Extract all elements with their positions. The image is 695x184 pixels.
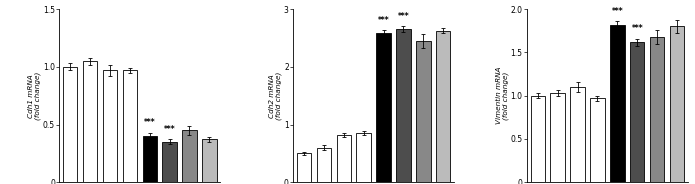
Bar [83, 61, 97, 182]
Bar [610, 25, 625, 182]
Bar [550, 93, 565, 182]
Bar [336, 135, 351, 182]
Bar [142, 136, 157, 182]
Bar [590, 98, 605, 182]
Bar [297, 153, 311, 182]
Bar [571, 87, 584, 182]
Y-axis label: Vimentin mRNA
(fold change): Vimentin mRNA (fold change) [496, 67, 509, 124]
Bar [317, 148, 331, 182]
Bar [63, 67, 77, 182]
Bar [530, 96, 545, 182]
Text: ***: *** [398, 12, 409, 21]
Y-axis label: Cdh1 mRNA
(fold change): Cdh1 mRNA (fold change) [28, 72, 42, 120]
Y-axis label: Cdh2 mRNA
(fold change): Cdh2 mRNA (fold change) [269, 72, 282, 120]
Bar [163, 142, 177, 182]
Text: ***: *** [377, 16, 389, 25]
Bar [357, 133, 370, 182]
Bar [202, 139, 217, 182]
Bar [182, 130, 197, 182]
Text: ***: *** [612, 7, 623, 16]
Bar [650, 37, 664, 182]
Bar [670, 26, 685, 182]
Text: ***: *** [632, 24, 643, 33]
Text: ***: *** [144, 118, 156, 127]
Bar [630, 42, 644, 182]
Bar [396, 29, 411, 182]
Bar [377, 33, 391, 182]
Bar [416, 41, 430, 182]
Text: ***: *** [164, 125, 175, 134]
Bar [436, 31, 450, 182]
Bar [122, 70, 137, 182]
Bar [103, 70, 117, 182]
